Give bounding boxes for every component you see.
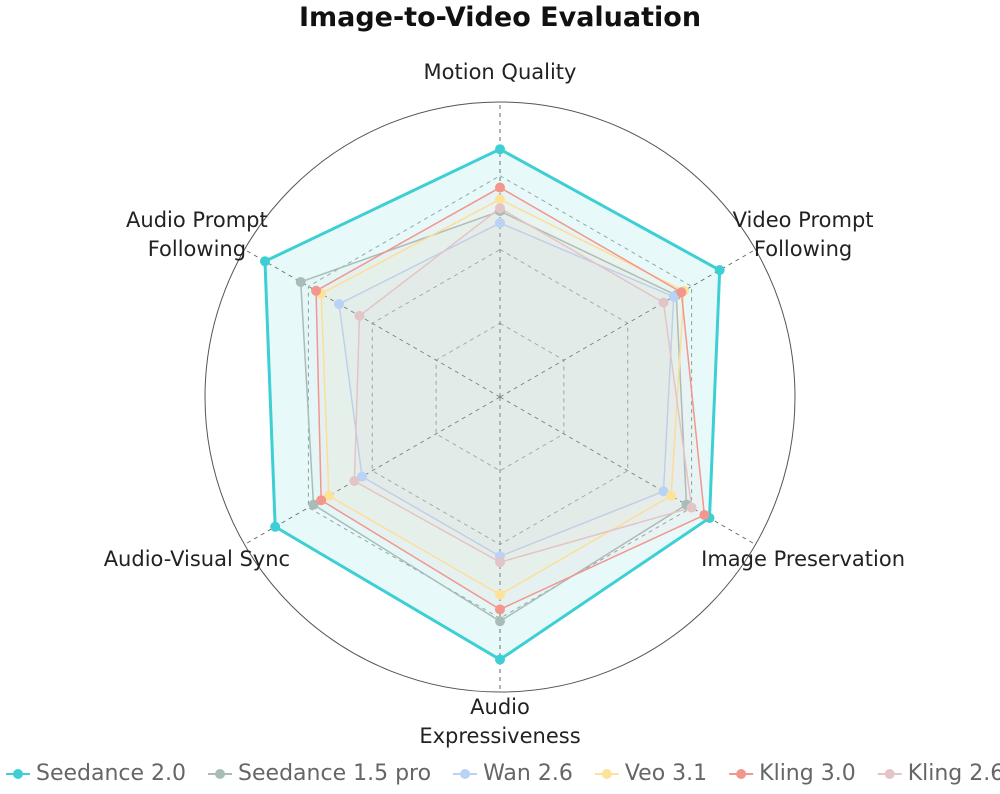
legend-label: Seedance 2.0 <box>36 761 186 786</box>
data-point <box>308 499 319 510</box>
data-point <box>311 285 322 296</box>
data-point <box>316 495 327 506</box>
data-point <box>495 616 505 627</box>
legend-label: Wan 2.6 <box>483 761 573 786</box>
data-point <box>676 287 687 298</box>
grid-ring <box>307 175 693 619</box>
legend-label: Kling 3.0 <box>759 761 856 786</box>
axis-label: Audio Prompt Following <box>126 207 268 261</box>
axis-label: Image Preservation <box>701 547 906 571</box>
axis-label: Motion Quality <box>423 59 577 84</box>
data-point <box>495 604 505 615</box>
legend-marker <box>13 769 23 779</box>
legend-marker <box>601 769 612 779</box>
data-point <box>668 291 679 302</box>
data-point <box>495 654 505 665</box>
legend-marker <box>736 769 747 779</box>
legend-label: Veo 3.1 <box>625 761 707 786</box>
spoke <box>244 396 501 545</box>
data-point <box>495 589 505 600</box>
axis-label: Video Prompt Following <box>732 207 874 261</box>
data-point <box>495 203 505 214</box>
data-point <box>686 502 697 513</box>
data-point <box>658 486 669 497</box>
data-point <box>334 299 345 310</box>
data-point <box>323 490 334 501</box>
data-point <box>714 265 725 276</box>
legend-marker <box>460 769 471 779</box>
spoke <box>499 249 756 398</box>
outer-ring <box>204 101 796 693</box>
data-point <box>270 521 281 532</box>
spoke <box>499 396 756 545</box>
data-point <box>495 182 505 193</box>
data-point <box>666 490 677 501</box>
data-point <box>295 276 306 287</box>
chart-title: Image-to-Video Evaluation <box>298 2 702 33</box>
data-point <box>495 194 505 205</box>
data-point <box>495 557 505 568</box>
legend-label: Seedance 1.5 pro <box>238 761 431 786</box>
axis-label: Audio Expressiveness <box>419 695 581 748</box>
data-point <box>354 310 365 321</box>
legend-label: Kling 2.6 <box>908 761 1000 786</box>
spoke <box>244 249 501 398</box>
data-point <box>349 476 360 487</box>
data-point <box>699 510 710 520</box>
data-point <box>495 217 505 228</box>
data-point <box>658 297 669 308</box>
data-point <box>357 471 368 482</box>
data-point <box>259 256 270 267</box>
axis-label: Audio-Visual Sync <box>103 547 291 571</box>
data-point <box>495 144 505 155</box>
legend-marker <box>215 769 226 779</box>
legend-marker <box>884 769 895 779</box>
